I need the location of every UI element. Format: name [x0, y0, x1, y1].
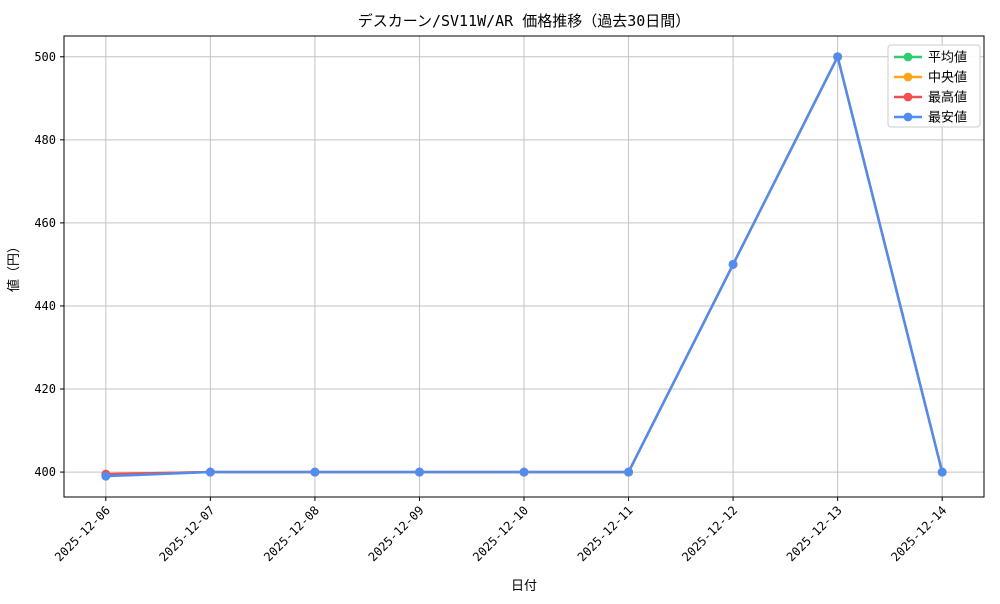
x-tick-label: 2025-12-12: [679, 503, 740, 564]
legend-label: 平均値: [928, 50, 967, 66]
data-point: [310, 467, 320, 477]
y-tick-label: 420: [34, 382, 56, 396]
legend-label: 最高値: [928, 90, 967, 106]
legend-item: 中央値: [894, 70, 967, 86]
y-tick-label: 460: [34, 216, 56, 230]
series-lines: [101, 52, 947, 481]
x-tick-label: 2025-12-10: [470, 503, 531, 564]
x-tick-labels: 2025-12-06 2025-12-07 2025-12-08 2025-12-09…: [52, 503, 949, 564]
data-point: [624, 467, 633, 477]
y-tick-label: 480: [34, 133, 56, 147]
x-tick-label: 2025-12-06: [52, 503, 113, 564]
data-point: [728, 260, 738, 269]
legend-swatch-marker: [903, 72, 913, 82]
data-point: [937, 467, 947, 477]
y-tick-labels: 400 420 440 460 480 500: [34, 50, 56, 479]
legend-item: 最高値: [894, 90, 967, 106]
legend-item: 平均値: [894, 50, 967, 66]
y-tick-label: 500: [34, 50, 56, 64]
data-point: [833, 52, 843, 62]
x-tick-label: 2025-12-07: [156, 503, 217, 564]
legend-swatch-marker: [903, 92, 913, 102]
x-tick-label: 2025-12-08: [261, 503, 322, 564]
legend-label: 最安値: [928, 110, 967, 126]
data-point: [519, 467, 529, 477]
y-tick-label: 440: [34, 299, 56, 313]
gridlines: [64, 36, 984, 497]
data-point: [101, 471, 111, 481]
axis-ticks: [60, 56, 943, 501]
y-tick-label: 400: [34, 465, 56, 479]
x-axis-label: 日付: [511, 579, 537, 594]
chart-title: デスカーン/SV11W/AR 価格推移（過去30日間）: [358, 12, 691, 30]
legend-item: 最安値: [894, 110, 967, 126]
legend-box: [887, 44, 981, 128]
legend-swatch-marker: [903, 52, 913, 62]
legend-label: 中央値: [928, 70, 967, 86]
x-tick-label: 2025-12-11: [575, 503, 636, 564]
legend-swatch-marker: [903, 112, 913, 122]
x-tick-label: 2025-12-14: [888, 503, 949, 564]
x-tick-label: 2025-12-09: [366, 503, 427, 564]
data-point: [205, 467, 215, 477]
y-axis-label: 値（円）: [6, 240, 22, 292]
data-point: [415, 467, 424, 477]
x-tick-label: 2025-12-13: [784, 503, 845, 564]
